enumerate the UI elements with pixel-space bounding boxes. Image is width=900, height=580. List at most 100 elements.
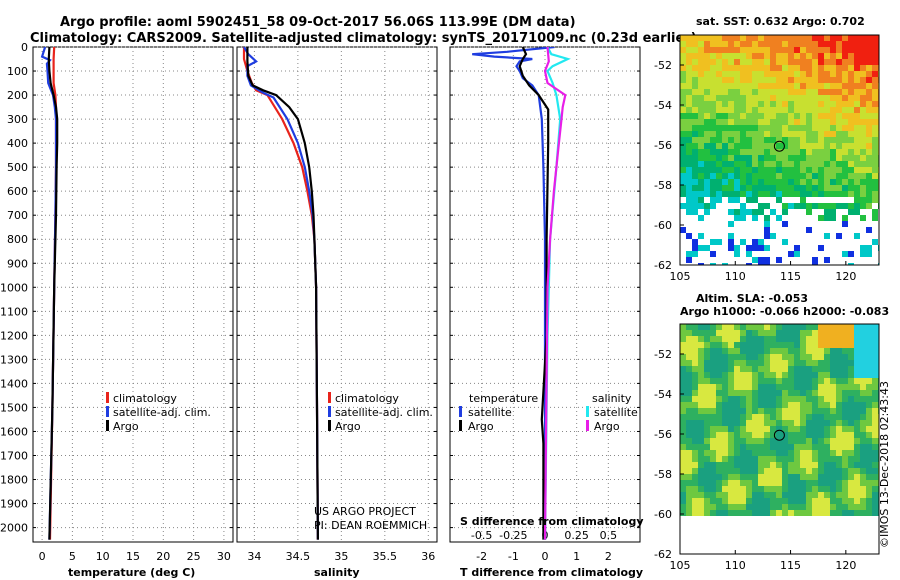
heatmap-cell <box>788 378 794 384</box>
heatmap-cell <box>698 330 704 336</box>
heatmap-cell <box>752 390 758 396</box>
heatmap-cell <box>722 65 728 71</box>
heatmap-cell <box>704 203 710 209</box>
heatmap-cell <box>842 450 848 456</box>
depth-tick-label: 100 <box>7 65 28 78</box>
heatmap-cell <box>830 245 836 251</box>
heatmap-cell <box>788 360 794 366</box>
heatmap-cell <box>836 233 842 239</box>
heatmap-cell <box>758 552 764 554</box>
heatmap-cell <box>770 402 776 408</box>
heatmap-cell <box>782 107 788 113</box>
heatmap-cell <box>734 203 740 209</box>
x-tick-label: 0 <box>39 550 46 563</box>
heatmap-cell <box>716 71 722 77</box>
heatmap-cell <box>848 101 854 107</box>
heatmap-cell <box>764 161 770 167</box>
depth-tick-label: 1500 <box>0 401 28 414</box>
heatmap-cell <box>806 504 812 510</box>
heatmap-cell <box>788 35 794 41</box>
heatmap-cell <box>734 119 740 125</box>
heatmap-cell <box>680 215 686 221</box>
heatmap-cell <box>728 251 734 257</box>
heatmap-cell <box>776 390 782 396</box>
heatmap-cell <box>686 474 692 480</box>
heatmap-cell <box>842 239 848 245</box>
heatmap-cell <box>854 167 860 173</box>
heatmap-cell <box>818 233 824 239</box>
heatmap-cell <box>764 336 770 342</box>
heatmap-cell <box>758 239 764 245</box>
heatmap-cell <box>722 366 728 372</box>
heatmap-cell <box>716 426 722 432</box>
heatmap-cell <box>842 155 848 161</box>
heatmap-cell <box>818 324 824 330</box>
heatmap-cell <box>764 462 770 468</box>
heatmap-cell <box>716 83 722 89</box>
heatmap-cell <box>740 552 746 554</box>
heatmap-cell <box>788 47 794 53</box>
heatmap-cell <box>716 113 722 119</box>
heatmap-cell <box>806 474 812 480</box>
heatmap-cell <box>710 143 716 149</box>
heatmap-cell <box>806 462 812 468</box>
heatmap-cell <box>770 209 776 215</box>
heatmap-cell <box>812 432 818 438</box>
heatmap-cell <box>794 155 800 161</box>
heatmap-cell <box>842 486 848 492</box>
heatmap-cell <box>788 510 794 516</box>
heatmap-cell <box>752 486 758 492</box>
heatmap-cell <box>848 414 854 420</box>
heatmap-cell <box>848 263 854 265</box>
heatmap-cell <box>686 125 692 131</box>
heatmap-cell <box>824 342 830 348</box>
heatmap-cell <box>722 209 728 215</box>
heatmap-cell <box>854 113 860 119</box>
heatmap-cell <box>680 390 686 396</box>
heatmap-cell <box>854 155 860 161</box>
heatmap-cell <box>854 438 860 444</box>
heatmap-cell <box>866 53 872 59</box>
heatmap-cell <box>782 528 788 534</box>
heatmap-cell <box>752 101 758 107</box>
heatmap-cell <box>764 191 770 197</box>
heatmap-cell <box>776 546 782 552</box>
heatmap-cell <box>794 209 800 215</box>
heatmap-cell <box>860 191 866 197</box>
heatmap-cell <box>704 486 710 492</box>
heatmap-cell <box>692 59 698 65</box>
heatmap-cell <box>722 354 728 360</box>
heatmap-cell <box>740 161 746 167</box>
heatmap-cell <box>716 336 722 342</box>
heatmap-cell <box>854 221 860 227</box>
heatmap-cell <box>716 245 722 251</box>
heatmap-cell <box>680 552 686 554</box>
heatmap-cell <box>836 167 842 173</box>
heatmap-cell <box>740 53 746 59</box>
depth-tick-label: 2000 <box>0 522 28 535</box>
heatmap-cell <box>818 107 824 113</box>
heatmap-cell <box>824 125 830 131</box>
heatmap-cell <box>842 504 848 510</box>
heatmap-cell <box>806 534 812 540</box>
heatmap-cell <box>692 396 698 402</box>
heatmap-cell <box>860 35 866 41</box>
heatmap-cell <box>836 360 842 366</box>
heatmap-cell <box>806 444 812 450</box>
heatmap-cell <box>806 354 812 360</box>
heatmap-cell <box>842 354 848 360</box>
heatmap-cell <box>770 534 776 540</box>
heatmap-cell <box>728 161 734 167</box>
heatmap-cell <box>776 35 782 41</box>
heatmap-cell <box>866 41 872 47</box>
heatmap-cell <box>854 191 860 197</box>
heatmap-cell <box>704 354 710 360</box>
heatmap-cell <box>692 504 698 510</box>
heatmap-cell <box>830 41 836 47</box>
heatmap-cell <box>824 546 830 552</box>
heatmap-cell <box>746 197 752 203</box>
heatmap-cell <box>686 462 692 468</box>
heatmap-cell <box>872 522 878 528</box>
heatmap-cell <box>710 432 716 438</box>
heatmap-cell <box>842 203 848 209</box>
